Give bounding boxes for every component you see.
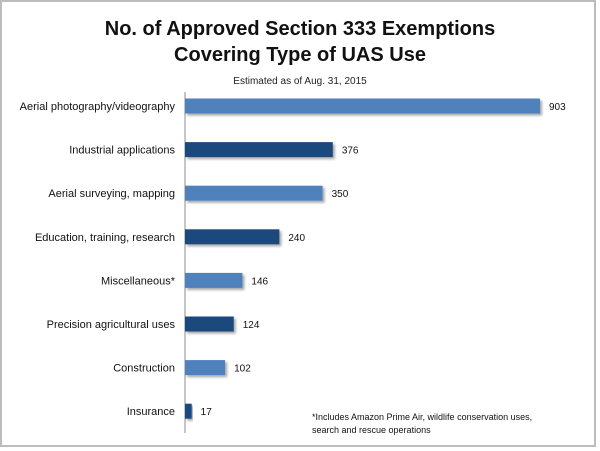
bar	[185, 403, 192, 419]
category-label: Insurance	[127, 406, 175, 418]
chart-title-line-1: No. of Approved Section 333 Exemptions	[104, 18, 496, 40]
value-label: 17	[201, 407, 213, 418]
bar	[185, 98, 540, 114]
bar	[185, 185, 323, 201]
value-label: 350	[332, 189, 349, 200]
footnote-line-2: search and rescue operations	[312, 425, 431, 435]
bar	[185, 142, 333, 158]
value-label: 102	[234, 364, 251, 375]
category-label: Precision agricultural uses	[47, 319, 176, 331]
chart-subtitle: Estimated as of Aug. 31, 2015	[233, 76, 367, 87]
chart-title-line-2: Covering Type of UAS Use	[174, 44, 426, 66]
category-label: Aerial photography/videography	[20, 101, 176, 113]
bar	[185, 229, 280, 245]
value-label: 903	[549, 102, 566, 113]
bar	[185, 316, 234, 332]
value-label: 376	[342, 146, 359, 157]
category-label: Aerial surveying, mapping	[48, 188, 175, 200]
category-label: Industrial applications	[69, 145, 175, 157]
chart-title: No. of Approved Section 333 Exemptions C…	[2, 16, 598, 68]
bar	[185, 360, 226, 376]
footnote-line-1: *Includes Amazon Prime Air, wildlife con…	[312, 412, 533, 422]
footnote: *Includes Amazon Prime Air, wildlife con…	[312, 411, 582, 437]
category-label: Construction	[113, 363, 175, 375]
category-label: Education, training, research	[35, 232, 175, 244]
value-label: 240	[288, 233, 305, 244]
value-label: 124	[243, 320, 260, 331]
category-label: Miscellaneous*	[101, 275, 176, 287]
bars-group: Aerial photography/videography 903 Industr…	[20, 98, 566, 419]
value-label: 146	[251, 276, 268, 287]
bar	[185, 272, 243, 288]
